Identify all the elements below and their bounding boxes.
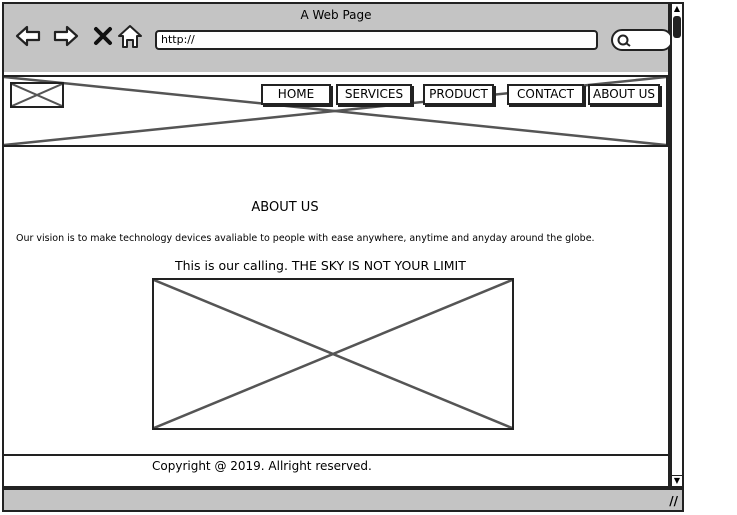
search-icon <box>617 34 631 47</box>
footer-divider <box>2 454 670 456</box>
menu-item-label: PRODUCT <box>429 87 488 101</box>
close-icon[interactable] <box>90 22 118 50</box>
page-title: ABOUT US <box>251 200 319 215</box>
resize-grip-icon[interactable]: // <box>669 494 678 508</box>
menu-item-product[interactable]: PRODUCT <box>423 84 494 105</box>
scroll-up-arrow-icon[interactable]: ▲ <box>673 4 681 13</box>
tagline: This is our calling. THE SKY IS NOT YOUR… <box>175 258 466 273</box>
scroll-thumb[interactable] <box>673 16 681 38</box>
menu-item-label: CONTACT <box>517 87 574 101</box>
menu-item-about-us[interactable]: ABOUT US <box>588 84 660 105</box>
menu-item-label: ABOUT US <box>592 87 655 101</box>
back-arrow-icon[interactable] <box>14 22 42 50</box>
window-title: A Web Page <box>300 8 372 22</box>
menu-item-label: HOME <box>277 87 315 101</box>
browser-search-field[interactable] <box>611 29 673 51</box>
menu-item-services[interactable]: SERVICES <box>336 84 412 105</box>
vision-statement: Our vision is to make technology devices… <box>16 233 595 244</box>
hero-image-placeholder <box>152 278 514 430</box>
menu-item-home[interactable]: HOME <box>261 84 331 105</box>
site-logo-placeholder[interactable] <box>10 82 64 108</box>
scroll-down-arrow-icon[interactable]: ▼ <box>672 475 682 485</box>
browser-status-bar: // <box>2 488 684 512</box>
home-icon[interactable] <box>116 22 144 50</box>
menu-item-contact[interactable]: CONTACT <box>507 84 584 105</box>
menu-item-label: SERVICES <box>344 87 404 101</box>
forward-arrow-icon[interactable] <box>52 22 80 50</box>
address-bar[interactable]: http:// <box>155 30 598 50</box>
copyright-text: Copyright @ 2019. Allright reserved. <box>152 459 372 473</box>
address-value: http:// <box>161 33 195 46</box>
vertical-scrollbar[interactable]: ▲ ▼ <box>670 2 684 488</box>
